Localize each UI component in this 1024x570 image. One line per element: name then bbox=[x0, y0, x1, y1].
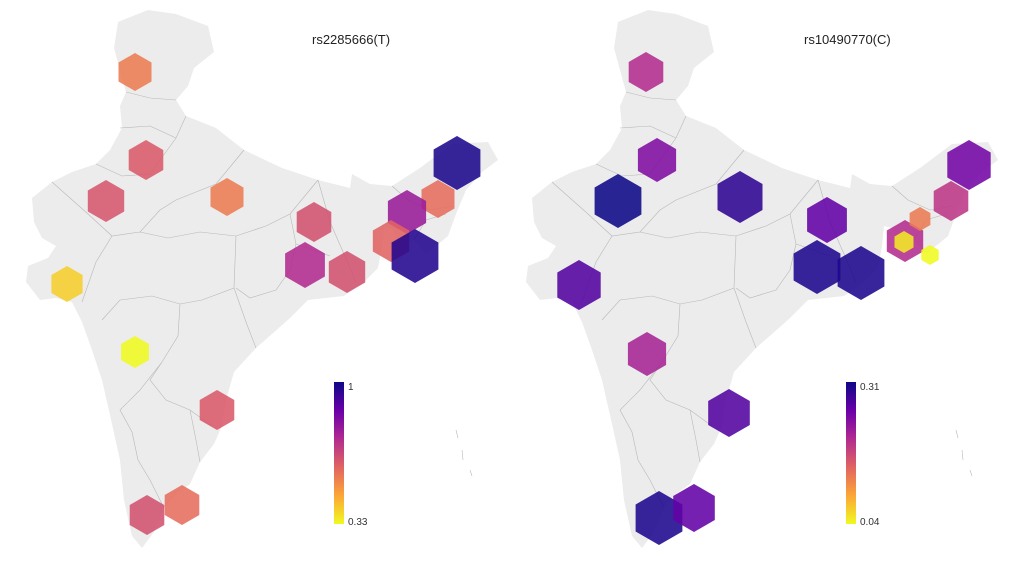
hex-marker-mizoram bbox=[921, 245, 939, 265]
hex-marker-bihar bbox=[807, 197, 847, 243]
colorbar-right: 0.31 0.04 bbox=[846, 382, 880, 528]
colorbar-left: 1 0.33 bbox=[334, 382, 368, 528]
hex-marker-arunachal-pradesh bbox=[947, 140, 991, 190]
panel-right-title: rs10490770(C) bbox=[804, 32, 891, 47]
hex-marker-uttar-pradesh bbox=[717, 171, 763, 223]
hex-marker-manipur-mizoram bbox=[391, 229, 439, 283]
hex-marker-punjab-haryana bbox=[637, 138, 677, 182]
marker-layer-left bbox=[51, 53, 481, 535]
hex-marker-maharashtra bbox=[121, 336, 149, 368]
hex-marker-arunachal-pradesh bbox=[433, 136, 481, 190]
coast-islands bbox=[955, 429, 973, 477]
hex-marker-kerala bbox=[129, 495, 165, 535]
panel-left-title: rs2285666(T) bbox=[312, 32, 390, 47]
hex-marker-rajasthan bbox=[87, 180, 125, 222]
hex-marker-jharkhand bbox=[285, 242, 325, 288]
hex-marker-manipur bbox=[894, 231, 914, 253]
hex-marker-west-bengal bbox=[328, 251, 366, 293]
hex-marker-karnataka-kerala bbox=[673, 484, 715, 532]
colorbar-right-min: 0.04 bbox=[860, 517, 880, 528]
colorbar-right-max: 0.31 bbox=[860, 382, 880, 393]
hex-marker-jharkhand bbox=[793, 240, 841, 294]
hex-marker-andhra-pradesh bbox=[199, 390, 235, 430]
hex-marker-maharashtra bbox=[627, 332, 667, 376]
hex-marker-jammu-kashmir bbox=[628, 52, 664, 92]
hex-marker-karnataka bbox=[164, 485, 200, 525]
hex-marker-uttar-pradesh bbox=[210, 178, 244, 216]
hex-marker-punjab-haryana bbox=[128, 140, 164, 180]
hex-marker-gujarat bbox=[51, 266, 83, 302]
india-landmass bbox=[526, 10, 998, 548]
coast-islands bbox=[455, 429, 473, 477]
panel-right: rs10490770(C) 0.31 0.04 bbox=[526, 10, 998, 548]
hex-marker-tamil-nadu bbox=[635, 491, 683, 545]
colorbar-right-bar bbox=[846, 382, 856, 524]
hex-marker-rajasthan bbox=[594, 174, 642, 228]
marker-layer-right bbox=[557, 52, 991, 545]
state-borders bbox=[551, 91, 953, 509]
hex-marker-tripura bbox=[909, 207, 931, 231]
hex-marker-west-bengal bbox=[837, 246, 885, 300]
india-landmass bbox=[26, 10, 498, 548]
colorbar-left-bar bbox=[334, 382, 344, 524]
hex-marker-assam bbox=[933, 181, 969, 221]
hex-marker-meghalaya bbox=[387, 190, 427, 234]
hex-marker-bihar bbox=[296, 202, 332, 242]
colorbar-left-min: 0.33 bbox=[348, 517, 368, 528]
colorbar-left-max: 1 bbox=[348, 382, 354, 393]
hex-marker-andhra-pradesh bbox=[708, 389, 750, 437]
hex-marker-jammu-kashmir bbox=[118, 53, 152, 91]
hex-marker-gujarat bbox=[557, 260, 601, 310]
panel-left: rs2285666(T) 1 0.33 bbox=[26, 10, 498, 548]
hex-marker-assam bbox=[421, 180, 455, 218]
